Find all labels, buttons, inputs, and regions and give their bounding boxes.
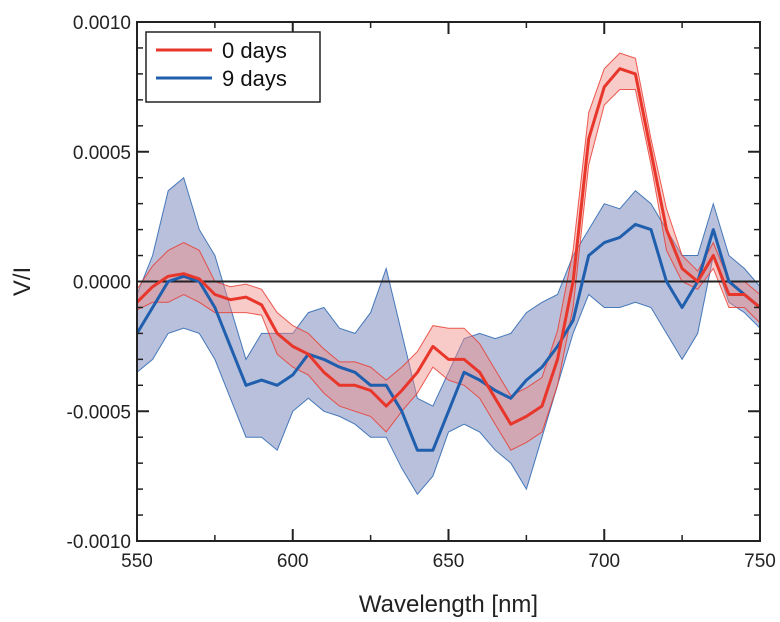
legend-label-0-days: 0 days [222,38,287,63]
y-axis-title: V/I [9,267,36,296]
x-tick-label: 600 [277,551,309,572]
legend-box [145,31,321,103]
x-tick-label: 750 [744,551,776,572]
y-tick-label: -0.0010 [67,532,131,553]
series-line-0-days [135,67,761,426]
x-tick-label: 550 [121,551,153,572]
x-tick-label: 700 [588,551,620,572]
series-lines [135,67,761,452]
y-tick-label: 0.0010 [73,13,131,34]
legend: 0 days 9 days [145,31,321,103]
x-tick-label: 650 [433,551,465,572]
y-tick-label: 0.0000 [73,273,131,294]
legend-label-9-days: 9 days [222,66,287,91]
y-tick-label: 0.0005 [73,143,131,164]
confidence-bands [136,52,761,496]
series-line-9-days [135,222,761,452]
x-axis-title: Wavelength [nm] [359,591,538,618]
y-tick-label: -0.0005 [67,402,131,423]
